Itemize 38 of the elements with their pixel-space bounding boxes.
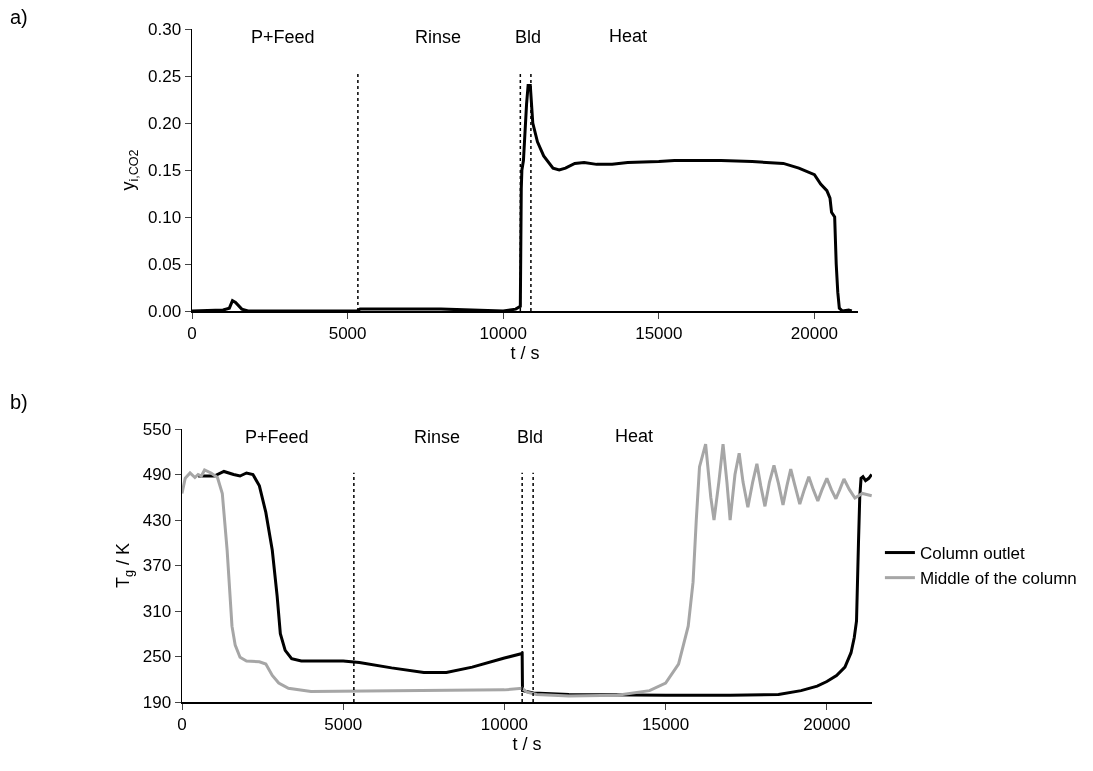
y-tick-label: 0.15: [148, 160, 182, 180]
y-tick-label: 310: [142, 601, 172, 621]
legend-label: Middle of the column: [919, 569, 1077, 589]
y-tick-label: 0.20: [148, 113, 182, 133]
text: a): [10, 6, 28, 28]
x-tick-label: 15000: [635, 323, 683, 343]
x-tick-label: 20000: [803, 714, 851, 734]
annotation: P+Feed: [251, 27, 315, 47]
y-tick-label: 0.00: [148, 301, 182, 321]
y-tick-label: 250: [142, 647, 172, 667]
x-tick-label: 15000: [642, 714, 690, 734]
y-tick-label: 370: [142, 556, 172, 576]
x-axis-title: t / s: [510, 342, 540, 363]
x-tick-label: 0: [177, 714, 187, 734]
x-tick-label: 10000: [479, 323, 527, 343]
annotation: Rinse: [414, 427, 461, 447]
x-axis-title: t / s: [512, 733, 542, 754]
y-tick-label: 550: [142, 419, 172, 439]
legend-label: Column outlet: [919, 544, 1026, 564]
annotation: P+Feed: [245, 427, 309, 447]
x-tick-label: 5000: [324, 714, 363, 734]
annotation: Bld: [517, 427, 544, 447]
annotation: Bld: [515, 27, 542, 47]
x-tick-label: 10000: [480, 714, 529, 734]
y-tick-label: 0.25: [148, 66, 182, 86]
annotation: Heat: [609, 26, 648, 46]
y-tick-label: 0.30: [148, 19, 182, 39]
y-tick-label: 0.05: [148, 254, 182, 274]
x-tick-label: 5000: [328, 323, 367, 343]
y-tick-label: 430: [142, 510, 172, 530]
annotation: Heat: [615, 426, 654, 446]
y-tick-label: 0.10: [148, 207, 182, 227]
x-tick-label: 20000: [790, 323, 839, 343]
annotation: Rinse: [415, 27, 462, 47]
x-tick-label: 0: [187, 323, 197, 343]
y-tick-label: 190: [142, 692, 172, 712]
text: b): [10, 391, 28, 413]
y-tick-label: 490: [142, 465, 172, 485]
